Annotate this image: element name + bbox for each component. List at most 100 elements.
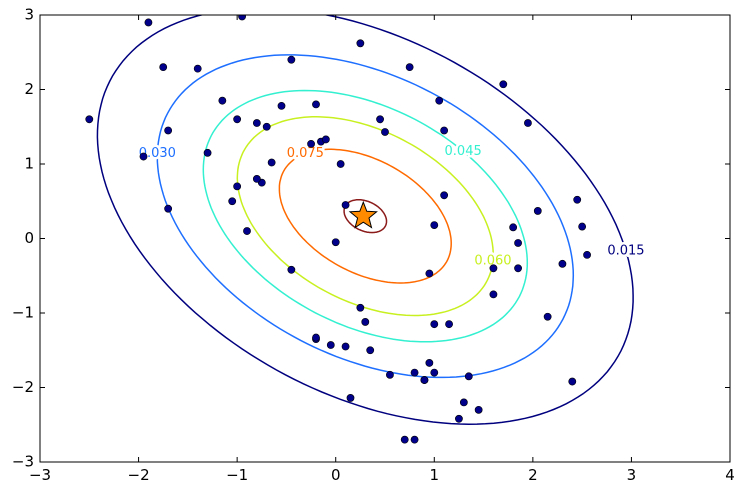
scatter-point <box>489 264 498 273</box>
scatter-point <box>85 115 94 124</box>
scatter-point <box>312 333 320 342</box>
scatter-point <box>287 265 296 274</box>
scatter-point <box>252 119 261 127</box>
contour-label: 0.075 <box>287 146 324 161</box>
scatter-point <box>583 250 591 259</box>
y-tick-label: 1 <box>24 155 34 173</box>
scatter-point <box>420 376 429 384</box>
scatter-point <box>430 368 439 377</box>
scatter-point <box>321 135 330 144</box>
scatter-point <box>346 394 355 402</box>
contour-label: 0.030 <box>139 146 176 161</box>
x-tick-label: −3 <box>29 466 51 484</box>
scatter-point <box>533 207 542 215</box>
scatter-point <box>159 63 168 72</box>
scatter-point <box>410 368 419 377</box>
scatter-point <box>435 96 444 105</box>
scatter-point <box>144 18 153 27</box>
x-tick-label: 4 <box>725 466 735 484</box>
contour-lines <box>96 15 634 425</box>
scatter-point <box>459 398 468 407</box>
scatter-point <box>430 320 439 329</box>
contour-line-0.030 <box>156 54 575 379</box>
scatter-point <box>558 259 567 268</box>
scatter-point <box>543 312 552 321</box>
contour-line-0.075 <box>278 148 452 284</box>
y-tick-label: 0 <box>24 229 34 247</box>
y-tick-label: −1 <box>12 304 34 322</box>
x-tick-label: −1 <box>226 466 248 484</box>
scatter-point <box>312 100 320 109</box>
scatter-point <box>425 269 434 278</box>
scatter-point <box>193 64 202 73</box>
plot-frame <box>39 14 731 463</box>
scatter-point <box>361 318 370 326</box>
x-tick-label: −2 <box>128 466 150 484</box>
scatter-point <box>405 63 414 72</box>
scatter-point <box>356 39 365 48</box>
scatter-point <box>464 372 473 381</box>
x-tick-label: 3 <box>627 466 637 484</box>
contour-label: 0.060 <box>474 253 511 268</box>
x-tick-label: 0 <box>331 466 341 484</box>
x-tick-label: 1 <box>430 466 440 484</box>
scatter-point <box>238 15 246 21</box>
scatter-point <box>287 55 296 64</box>
scatter-point <box>499 80 508 89</box>
contour-line-0.060 <box>236 116 494 317</box>
scatter-point <box>440 191 449 200</box>
scatter-point <box>203 148 212 157</box>
scatter-point <box>381 128 389 136</box>
scatter-point <box>474 405 483 414</box>
scatter-point <box>233 115 242 124</box>
scatter-point <box>139 152 148 161</box>
contour-labels: 0.075 0.060 0.045 0.030 0.015 <box>136 141 647 270</box>
scatter-point <box>573 195 582 204</box>
contour-label: 0.045 <box>445 144 482 159</box>
y-tick-label: −3 <box>12 453 34 471</box>
scatter-point <box>243 227 251 235</box>
scatter-point <box>326 341 335 349</box>
scatter-point <box>307 139 315 148</box>
scatter-point <box>425 359 434 367</box>
y-tick-label: 2 <box>24 80 34 98</box>
scatter-point <box>509 223 518 232</box>
scatter-point <box>262 122 271 131</box>
scatter-point <box>386 370 394 379</box>
scatter-point <box>331 238 340 247</box>
scatter-point <box>430 221 439 229</box>
scatter-point <box>410 435 419 444</box>
scatter-point <box>366 346 375 355</box>
contour-label: 0.015 <box>607 243 644 258</box>
scatter-point <box>400 435 409 444</box>
scatter-point <box>277 101 286 110</box>
scatter-point <box>228 197 237 206</box>
y-axis-ticks: −3 −2 −1 0 1 2 3 <box>12 6 730 471</box>
scatter-point <box>524 119 532 127</box>
scatter-point <box>233 182 242 191</box>
scatter-point <box>578 222 587 231</box>
scatter-point <box>489 290 498 299</box>
scatter-point <box>164 126 173 135</box>
y-tick-label: −2 <box>12 378 34 396</box>
scatter-point <box>218 96 227 105</box>
scatter-point <box>514 239 522 247</box>
contour-line-0.015 <box>96 15 634 425</box>
scatter-point <box>445 320 453 329</box>
scatter-point <box>252 174 261 183</box>
scatter-point <box>376 115 384 124</box>
y-tick-label: 3 <box>24 6 34 24</box>
star-marker <box>348 200 378 229</box>
scatter-point <box>341 201 350 209</box>
star-point <box>348 200 378 229</box>
scatter-point <box>514 264 522 273</box>
contour-line-0.045 <box>202 89 529 343</box>
scatter-point <box>267 158 276 167</box>
scatter-point <box>356 303 365 312</box>
scatter-point <box>440 126 449 135</box>
scatter-points <box>85 15 591 444</box>
x-axis-ticks: −3 −2 −1 0 1 2 3 4 <box>29 15 735 484</box>
scatter-point <box>336 160 345 168</box>
scatter-point <box>164 204 173 213</box>
